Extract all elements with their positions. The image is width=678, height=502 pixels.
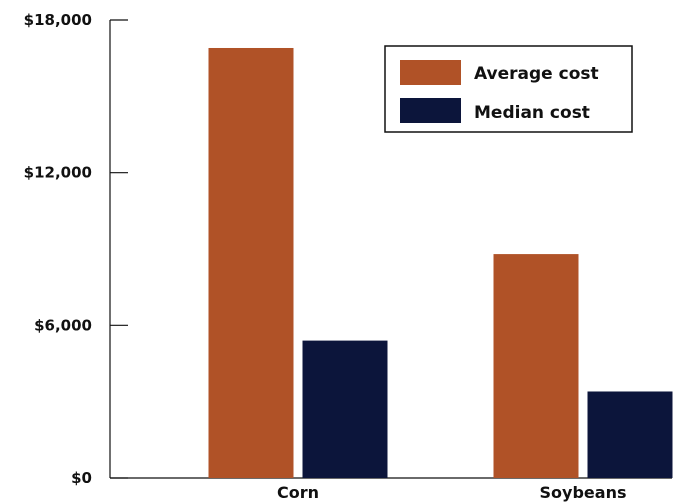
x-category-label: Corn [277,483,319,502]
y-tick-label: $6,000 [34,316,92,334]
bar-soybeans-median-cost [587,391,673,478]
legend-label-median-cost: Median cost [474,103,590,123]
legend: Average cost Median cost [384,45,633,133]
bar-soybeans-average-cost [493,254,579,478]
legend-swatch-average-cost [400,60,461,85]
x-category-label: Soybeans [540,483,627,502]
legend-swatch-median-cost [400,98,461,123]
y-tick-label: $12,000 [24,164,92,182]
y-tick-label: $0 [71,469,92,487]
legend-label-average-cost: Average cost [474,64,599,84]
bar-corn-average-cost [208,47,294,478]
y-axis: $0 $6,000 $12,000 $18,000 [24,11,672,487]
y-tick-label: $18,000 [24,11,92,29]
bars [208,47,673,478]
x-axis-labels: Corn Soybeans [277,483,626,502]
bar-corn-median-cost [302,340,388,478]
